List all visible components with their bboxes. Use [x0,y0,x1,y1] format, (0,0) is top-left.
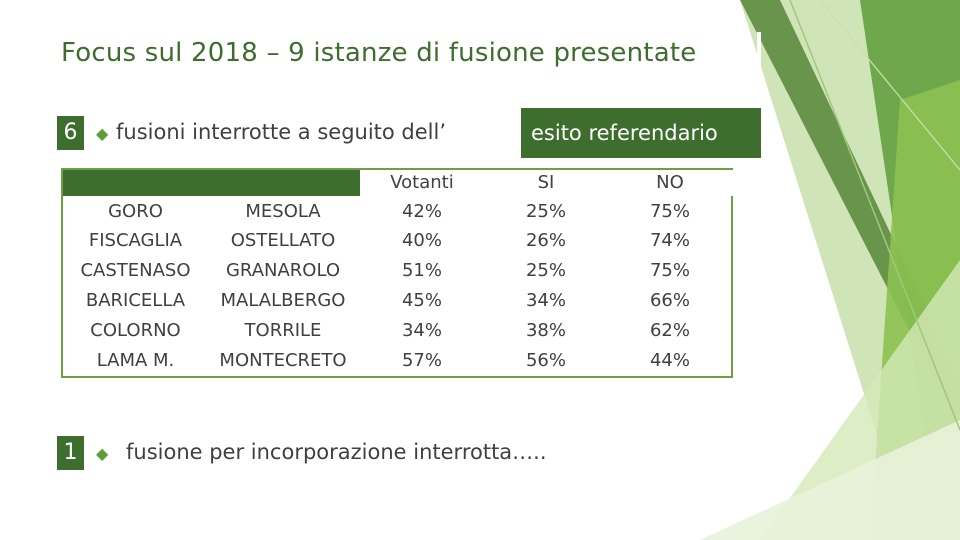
table-cell: 75% [649,260,690,281]
table-cell: 62% [649,320,690,341]
table-cell: 25% [525,260,566,281]
table-cell: 57% [401,350,442,371]
table-cell: MESOLA [245,201,321,222]
table-cell: MALALBERGO [220,290,346,311]
bullet-text-interrupted: fusioni interrotte a seguito dell’ [116,120,447,144]
table-cell: 38% [525,320,566,341]
table-header-bar-light [360,170,733,196]
count-badge-interrupted: 6 [57,116,84,150]
page-title: Focus sul 2018 – 9 istanze di fusione pr… [61,38,697,68]
table-cell: 25% [525,201,566,222]
table-cell: CASTENASO [80,260,191,281]
table-cell: MONTECRETO [219,350,347,371]
highlight-referendum: esito referendario [521,108,761,158]
table-cell: COLORNO [90,320,181,341]
header-si: SI [537,172,555,193]
table-cell: GORO [108,201,163,222]
arrow-bullet-icon: ◆ [96,444,109,463]
table-cell: FISCAGLIA [88,230,183,251]
table-cell: BARICELLA [85,290,186,311]
table-cell: 40% [401,230,442,251]
table-cell: 56% [525,350,566,371]
count-badge-incorporation: 1 [57,436,84,470]
results-table: Votanti SI NO GORO MESOLA 42% 25% 75% FI… [61,168,733,378]
table-cell: 26% [525,230,566,251]
arrow-bullet-icon: ◆ [96,124,109,143]
table-cell: 34% [525,290,566,311]
table-cell: TORRILE [244,320,322,341]
table-cell: 44% [649,350,690,371]
table-cell: OSTELLATO [230,230,336,251]
title-divider [757,32,761,76]
table-cell: 74% [649,230,690,251]
table-cell: LAMA M. [96,350,175,371]
table-cell: 45% [401,290,442,311]
header-no: NO [656,172,684,193]
header-votanti: Votanti [390,172,454,193]
table-cell: 51% [401,260,442,281]
table-cell: 34% [401,320,442,341]
table-cell: 42% [401,201,442,222]
table-cell: GRANAROLO [225,260,341,281]
table-cell: 75% [649,201,690,222]
table-header-bar [63,170,360,196]
bullet-text-incorporation: fusione per incorporazione interrotta….. [126,440,547,464]
table-cell: 66% [649,290,690,311]
